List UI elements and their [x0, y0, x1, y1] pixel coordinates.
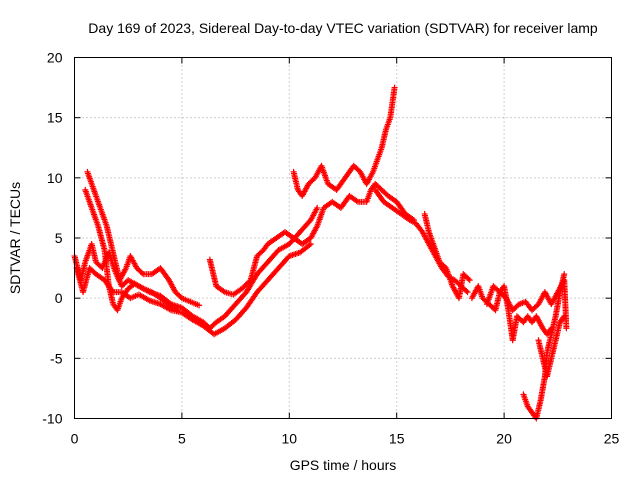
data-point: [391, 84, 398, 91]
x-tick-label: 25: [604, 431, 620, 447]
data-point-fill: [177, 293, 184, 300]
data-point: [561, 313, 568, 320]
series-track-7: [372, 186, 471, 296]
data-point-fill: [306, 242, 313, 249]
series-track-5: [206, 180, 417, 298]
grid: [74, 57, 612, 419]
chart-title: Day 169 of 2023, Sidereal Day-to-day VTE…: [88, 20, 598, 36]
y-tick-label: 5: [55, 230, 63, 246]
data-point: [561, 271, 568, 278]
data-point: [314, 204, 321, 211]
y-tick-label: 10: [47, 170, 63, 186]
series-track-8: [421, 210, 473, 302]
series-track-2: [73, 241, 314, 338]
data-point-fill: [465, 275, 472, 282]
y-tick-label: 0: [55, 290, 63, 306]
data-point: [307, 241, 314, 248]
x-axis-label: GPS time / hours: [290, 457, 397, 473]
data-point: [464, 289, 471, 296]
x-tick-labels: 0 5 10 15 20 25: [71, 431, 620, 447]
y-axis-label: SDTVAR / TECUs: [7, 182, 23, 294]
y-tick-label: -5: [50, 350, 63, 366]
x-tick-label: 0: [71, 431, 79, 447]
y-tick-labels: -10 -5 0 5 10 15 20: [42, 50, 62, 427]
data-point-fill: [463, 287, 470, 294]
x-tick-label: 5: [178, 431, 186, 447]
data-point: [196, 302, 203, 309]
axis-ticks: [74, 57, 612, 419]
series-track-4: [82, 186, 181, 314]
y-tick-label: 20: [47, 50, 63, 66]
data-point-fill: [138, 269, 145, 276]
y-tick-label: 15: [47, 110, 63, 126]
series-track-9: [468, 283, 555, 344]
series-track-3: [84, 168, 203, 309]
x-tick-label: 10: [282, 431, 298, 447]
series-track-6: [290, 84, 398, 199]
x-tick-label: 15: [389, 431, 405, 447]
data-points: [71, 84, 570, 422]
series-track-12: [535, 313, 568, 380]
data-point: [466, 277, 473, 284]
y-tick-label: -10: [42, 411, 62, 427]
data-point: [563, 325, 570, 332]
x-tick-label: 20: [496, 431, 512, 447]
data-point: [174, 307, 181, 314]
